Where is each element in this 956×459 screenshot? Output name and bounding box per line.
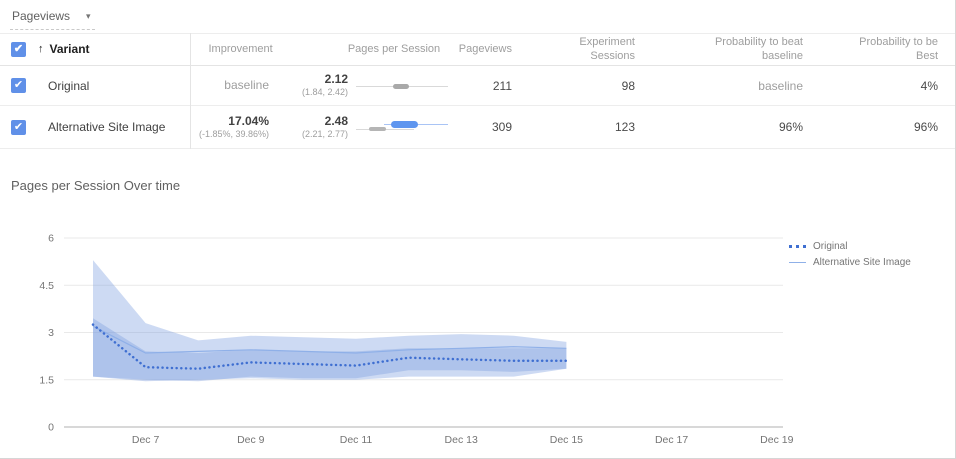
best-probability-value: 96% <box>913 120 938 134</box>
chart-legend: Original Alternative Site Image <box>789 238 911 270</box>
density-blob-blue <box>391 121 418 128</box>
beat-baseline-value: 96% <box>778 120 803 134</box>
checkmark-icon: ✔ <box>13 79 24 91</box>
variant-header-label: Variant <box>49 42 90 56</box>
pps-ci: (1.84, 2.42) <box>301 87 348 97</box>
svg-text:Dec 11: Dec 11 <box>340 434 373 446</box>
probability-beat-baseline-column-header: Probability to beat baseline <box>714 35 803 62</box>
distribution-plot-alternative <box>356 118 448 136</box>
svg-text:0: 0 <box>48 422 54 434</box>
pages-per-session-chart: 0 1.5 3 4.5 6 Dec 7 Dec 9 Dec 11 Dec 13 Dec 15 Dec… <box>39 233 793 447</box>
pps-value: 2.48 <box>324 113 348 128</box>
probability-to-be-best-column-header: Probability to be Best <box>859 35 938 62</box>
svg-text:6: 6 <box>48 233 54 245</box>
svg-text:Dec 7: Dec 7 <box>132 434 160 446</box>
pps-value: 2.12 <box>324 72 348 87</box>
density-blob <box>369 127 386 131</box>
legend-item-alternative-site-image[interactable]: Alternative Site Image <box>789 254 911 270</box>
improvement-value: 17.04% <box>228 113 269 128</box>
sort-ascending-icon: ↑ <box>38 42 44 55</box>
pages-per-session-column-header: Pages per Session <box>347 42 441 55</box>
improvement-ci: (-1.85%, 39.86%) <box>198 128 269 139</box>
chart-title: Pages per Session Over time <box>11 178 181 193</box>
best-probability-value: 4% <box>920 78 938 93</box>
density-blob <box>393 83 409 89</box>
distribution-plot-original <box>356 77 448 95</box>
improvement-column-header: Improvement <box>208 42 273 55</box>
dotted-line-swatch <box>789 244 806 248</box>
beat-baseline-value: baseline <box>758 78 803 93</box>
pps-ci: (2.21, 2.77) <box>301 128 348 139</box>
select-all-checkbox[interactable]: ✔ <box>11 42 26 57</box>
row-checkbox-alternative[interactable]: ✔ <box>11 119 26 135</box>
pageviews-value: 309 <box>491 120 512 134</box>
chevron-down-icon: ▾ <box>86 10 91 21</box>
variant-name: Original <box>48 78 90 93</box>
improvement-value: baseline <box>224 77 269 92</box>
table-header-row: ✔ ↑ Variant Improvement Pages per Sessio… <box>0 33 955 66</box>
table-row-original[interactable]: ✔ Original baseline 2.12 (1.84, 2.42) <box>0 65 955 106</box>
svg-text:Dec 13: Dec 13 <box>445 434 478 446</box>
svg-text:Dec 17: Dec 17 <box>655 434 688 446</box>
row-checkbox-original[interactable]: ✔ <box>11 78 26 93</box>
checkmark-icon: ✔ <box>13 43 24 55</box>
svg-text:Dec 15: Dec 15 <box>550 434 583 446</box>
svg-text:Dec 9: Dec 9 <box>237 434 265 446</box>
experiment-sessions-column-header: Experiment Sessions <box>579 35 635 62</box>
metric-dropdown[interactable]: Pageviews ▾ <box>10 6 95 30</box>
svg-text:3: 3 <box>48 327 54 339</box>
variant-name: Alternative Site Image <box>48 120 166 134</box>
legend-item-original[interactable]: Original <box>789 238 911 254</box>
svg-text:4.5: 4.5 <box>39 280 54 292</box>
pageviews-column-header: Pageviews <box>458 42 512 55</box>
solid-line-swatch <box>789 261 806 263</box>
variants-table: ✔ ↑ Variant Improvement Pages per Sessio… <box>0 33 955 149</box>
svg-text:Dec 19: Dec 19 <box>760 434 793 446</box>
sessions-value: 98 <box>621 78 635 93</box>
checkmark-icon: ✔ <box>13 120 24 133</box>
variant-column-header[interactable]: ✔ ↑ Variant <box>0 33 191 66</box>
svg-text:1.5: 1.5 <box>39 374 54 386</box>
metric-dropdown-label: Pageviews <box>12 9 71 23</box>
table-row-alternative-site-image[interactable]: ✔ Alternative Site Image 17.04% (-1.85%,… <box>0 105 955 149</box>
sessions-value: 123 <box>614 120 635 134</box>
pageviews-value: 211 <box>492 78 512 93</box>
